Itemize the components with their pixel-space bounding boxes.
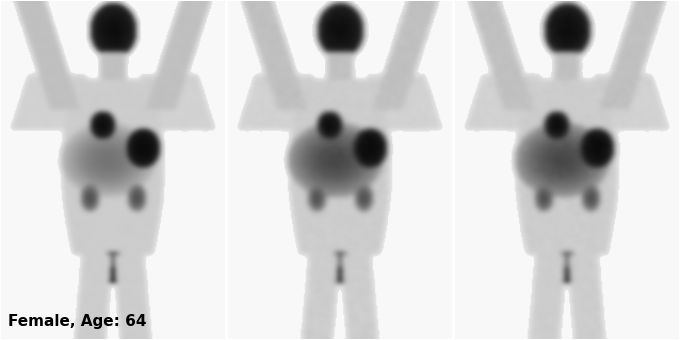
Text: Female, Age: 64: Female, Age: 64 <box>8 314 147 329</box>
